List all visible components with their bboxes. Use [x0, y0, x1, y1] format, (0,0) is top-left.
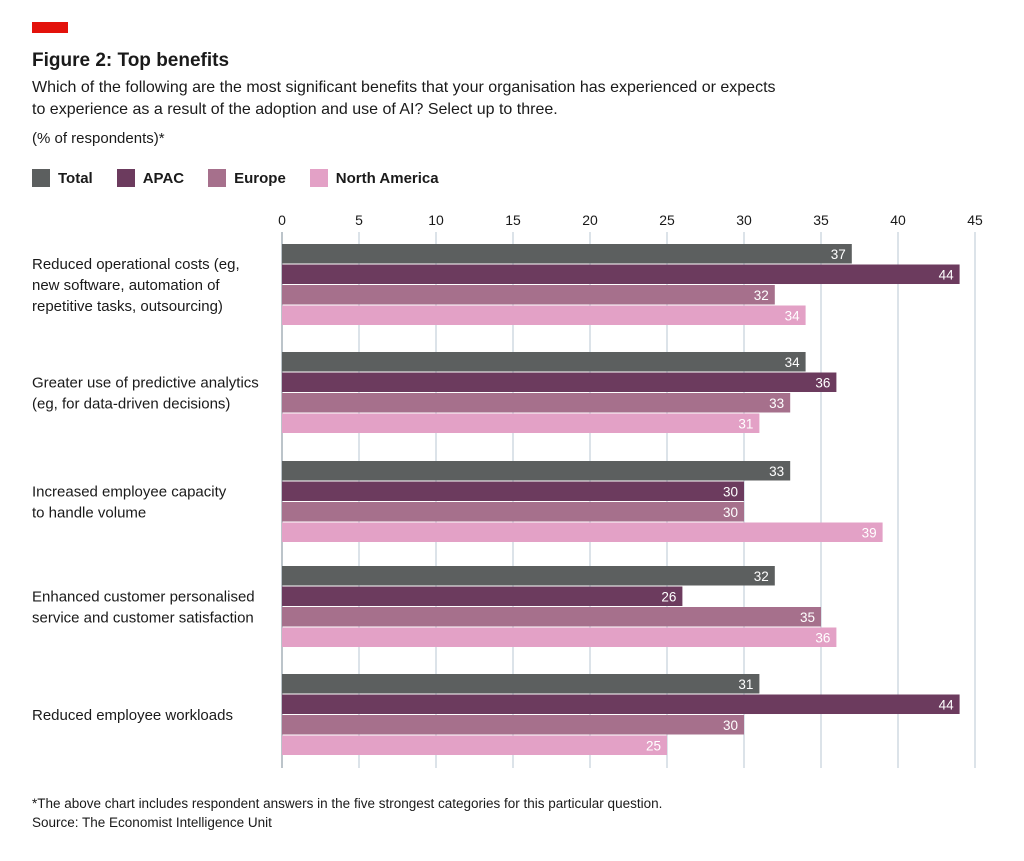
x-tick-label: 0 — [278, 212, 286, 228]
data-label: 30 — [723, 505, 738, 520]
bar-europe — [282, 393, 791, 413]
brand-accent-bar — [32, 22, 68, 33]
legend-label-europe: Europe — [234, 169, 286, 187]
bar-europe — [282, 285, 775, 305]
category-label: to handle volume — [32, 505, 146, 522]
data-label: 26 — [661, 589, 676, 604]
bar-europe — [282, 502, 744, 522]
legend-item-apac: APAC — [116, 169, 185, 187]
data-label: 32 — [754, 288, 769, 303]
data-label: 33 — [769, 396, 784, 411]
bar-total — [282, 674, 760, 694]
source-text: Source: The Economist Intelligence Unit — [32, 815, 272, 830]
data-label: 25 — [646, 738, 661, 753]
bar-total — [282, 461, 791, 481]
legend-item-north-america: North America — [309, 169, 439, 187]
legend: Total APAC Europe North America — [32, 169, 463, 187]
data-label: 33 — [769, 464, 784, 479]
data-label: 34 — [785, 355, 801, 370]
data-label: 35 — [800, 610, 815, 625]
footnote-text: *The above chart includes respondent ans… — [32, 796, 663, 811]
bar-north-america — [282, 305, 806, 325]
category-label: (eg, for data-driven decisions) — [32, 396, 230, 413]
data-label: 44 — [939, 697, 955, 712]
x-tick-label: 5 — [355, 212, 363, 228]
bar-apac — [282, 694, 960, 714]
bar-europe — [282, 607, 821, 627]
bar-north-america — [282, 735, 667, 755]
chart-title: Figure 2: Top benefits — [32, 50, 230, 71]
category-label: new software, automation of — [32, 277, 220, 294]
data-label: 30 — [723, 718, 738, 733]
x-tick-label: 45 — [967, 212, 983, 228]
category-label: Reduced employee workloads — [32, 707, 233, 724]
data-label: 34 — [785, 308, 801, 323]
data-label: 39 — [862, 525, 877, 540]
bar-north-america — [282, 522, 883, 542]
chart-subtitle: Which of the following are the most sign… — [32, 79, 776, 118]
bar-apac — [282, 586, 683, 606]
x-tick-label: 40 — [890, 212, 906, 228]
legend-label-north-america: North America — [335, 169, 439, 187]
bar-apac — [282, 372, 837, 392]
x-tick-label: 25 — [659, 212, 675, 228]
footnote-block: *The above chart includes respondent ans… — [32, 794, 662, 832]
category-label: Enhanced customer personalised — [32, 589, 255, 606]
category-label: service and customer satisfaction — [32, 610, 254, 627]
data-label: 44 — [939, 267, 955, 282]
bar-north-america — [282, 413, 760, 433]
data-label: 36 — [815, 630, 830, 645]
x-tick-label: 30 — [736, 212, 752, 228]
category-label: Increased employee capacity — [32, 484, 227, 501]
data-label: 30 — [723, 484, 738, 499]
data-label: 37 — [831, 247, 846, 262]
bar-total — [282, 352, 806, 372]
x-tick-label: 20 — [582, 212, 598, 228]
bar-north-america — [282, 627, 837, 647]
x-tick-label: 10 — [428, 212, 444, 228]
legend-swatch-north-america — [309, 169, 328, 187]
legend-item-europe: Europe — [208, 169, 286, 187]
legend-label-total: Total — [58, 169, 93, 187]
bar-apac — [282, 481, 744, 501]
bar-apac — [282, 264, 960, 284]
legend-swatch-total — [32, 169, 50, 187]
data-label: 32 — [754, 569, 769, 584]
data-label: 31 — [738, 677, 753, 692]
category-label: Greater use of predictive analytics — [32, 375, 259, 392]
data-label: 31 — [738, 416, 753, 431]
bar-total — [282, 244, 852, 264]
units-label: (% of respondents)* — [32, 130, 165, 147]
category-label: Reduced operational costs (eg, — [32, 256, 240, 273]
legend-swatch-apac — [116, 169, 135, 187]
category-label: repetitive tasks, outsourcing) — [32, 298, 223, 315]
data-label: 36 — [815, 375, 830, 390]
x-tick-label: 15 — [505, 212, 521, 228]
x-tick-label: 35 — [813, 212, 829, 228]
bar-europe — [282, 715, 744, 735]
legend-swatch-europe — [208, 169, 227, 187]
bar-total — [282, 566, 775, 586]
legend-label-apac: APAC — [142, 169, 185, 187]
legend-item-total: Total — [32, 169, 93, 187]
